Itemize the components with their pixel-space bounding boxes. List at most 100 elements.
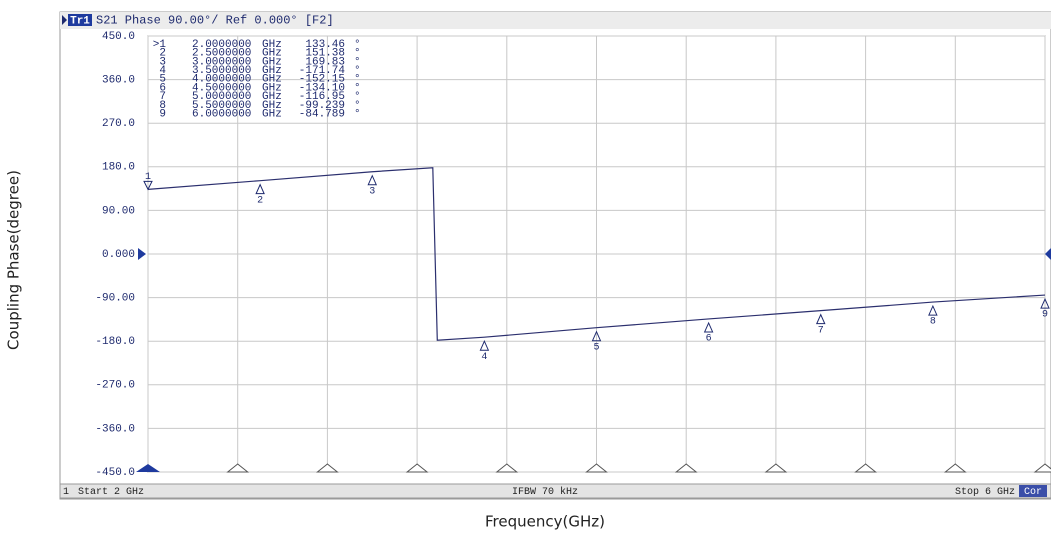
marker-triangle	[479, 339, 490, 351]
marker-freq-unit: GHz	[262, 48, 282, 60]
stimulus-marker	[585, 463, 608, 473]
stimulus-marker	[764, 463, 788, 473]
marker-freq-unit: GHz	[262, 91, 282, 103]
ref-marker-bottom	[136, 464, 160, 472]
y-axis-label: Coupling Phase(degree)	[5, 170, 23, 350]
header-arrow	[62, 15, 67, 25]
stop-freq: Stop 6 GHz	[955, 487, 1015, 498]
marker-freq-unit: GHz	[262, 100, 282, 112]
marker-value-unit: °	[354, 109, 361, 121]
trace-name: Tr1	[70, 15, 90, 27]
marker-freq-unit: GHz	[262, 74, 282, 86]
marker-freq: 3.5000000	[192, 65, 251, 77]
marker-freq: 2.5000000	[192, 48, 251, 60]
marker-triangle	[367, 174, 378, 186]
marker-triangle	[591, 330, 602, 342]
stimulus-marker	[943, 463, 967, 473]
marker-freq-unit: GHz	[262, 65, 282, 77]
marker-value: 151.38	[305, 48, 345, 60]
marker-label: 4	[481, 352, 487, 363]
marker-triangle	[1040, 297, 1050, 309]
marker-value: -99.239	[299, 100, 345, 112]
y-tick-label: -270.0	[95, 380, 135, 392]
marker-freq: 5.5000000	[192, 100, 251, 112]
marker-name: 7	[159, 91, 166, 103]
y-tick-label: -90.00	[95, 293, 135, 305]
ifbw: IFBW 70 kHz	[512, 486, 578, 498]
x-axis-label: Frequency(GHz)	[485, 513, 605, 531]
stimulus-marker	[315, 463, 339, 473]
marker-freq-unit: GHz	[262, 56, 282, 68]
marker-triangle	[928, 304, 938, 316]
stimulus-marker	[405, 463, 429, 473]
y-tick-label: -180.0	[95, 336, 135, 348]
marker-label: 1	[145, 172, 151, 183]
marker-freq-unit: GHz	[262, 109, 282, 121]
y-tick-label: 270.0	[102, 118, 135, 130]
y-tick-label: 450.0	[102, 31, 135, 43]
marker-value-unit: °	[354, 100, 361, 112]
marker-name: 8	[159, 100, 166, 112]
header-text: S21 Phase 90.00°/ Ref 0.000° [F2]	[96, 14, 334, 28]
y-tick-label: 0.000	[102, 249, 135, 261]
marker-name: >1	[153, 39, 167, 51]
marker-freq-unit: GHz	[262, 39, 282, 51]
y-tick-label: -360.0	[95, 423, 135, 435]
marker-label: 7	[818, 325, 824, 336]
header-bar	[60, 12, 1051, 29]
marker-name: 5	[159, 74, 166, 86]
stimulus-marker	[854, 463, 878, 473]
marker-freq: 2.0000000	[192, 39, 251, 51]
marker-freq: 4.0000000	[192, 74, 251, 86]
y-tick-label: 90.00	[102, 205, 135, 217]
marker-label: 3	[369, 186, 375, 197]
marker-name: 2	[159, 48, 166, 60]
marker-value: -171.74	[299, 65, 346, 77]
marker-value: -134.10	[299, 82, 345, 94]
cor-badge	[1019, 485, 1047, 497]
channel: 1	[63, 487, 69, 498]
marker-value-unit: °	[354, 39, 361, 51]
marker-value: 169.83	[305, 56, 345, 68]
marker-value: 133.46	[305, 39, 345, 51]
stimulus-marker	[226, 463, 250, 473]
ref-arrow-left	[138, 248, 146, 260]
y-tick-label: -450.0	[95, 467, 135, 479]
marker-freq-unit: GHz	[262, 82, 282, 94]
marker-value: -116.95	[299, 91, 345, 103]
marker-name: 4	[159, 65, 166, 77]
marker-freq: 4.5000000	[192, 82, 251, 94]
marker-label: 8	[930, 317, 936, 328]
marker-triangle	[143, 180, 153, 191]
marker-value-unit: °	[354, 65, 361, 77]
marker-label: 6	[706, 334, 712, 345]
marker-label: 2	[257, 195, 263, 206]
trace	[147, 167, 1046, 341]
marker-freq: 5.0000000	[192, 91, 251, 103]
marker-value-unit: °	[354, 48, 361, 60]
stimulus-marker	[1033, 463, 1051, 473]
stimulus-marker	[674, 463, 698, 473]
marker-name: 9	[159, 109, 166, 121]
y-tick-label: 180.0	[102, 162, 135, 174]
stimulus-marker	[495, 463, 519, 473]
marker-value-unit: °	[354, 82, 361, 94]
y-tick-label: 360.0	[102, 75, 135, 87]
cor: Cor	[1024, 487, 1042, 498]
marker-label: 9	[1042, 310, 1048, 321]
footer-bar	[59, 483, 1051, 499]
marker-triangle	[815, 313, 826, 325]
marker-value: -84.789	[299, 109, 345, 121]
marker-triangle	[703, 321, 714, 333]
marker-label: 5	[593, 342, 599, 353]
marker-freq: 6.0000000	[192, 109, 251, 121]
marker-value: -152.15	[299, 74, 345, 86]
trace-badge	[68, 14, 92, 26]
marker-name: 3	[159, 56, 166, 68]
ref-arrow-right	[1045, 248, 1051, 260]
marker-value-unit: °	[354, 74, 361, 86]
marker-value-unit: °	[354, 91, 361, 103]
marker-triangle	[255, 183, 265, 195]
marker-value-unit: °	[354, 56, 361, 68]
